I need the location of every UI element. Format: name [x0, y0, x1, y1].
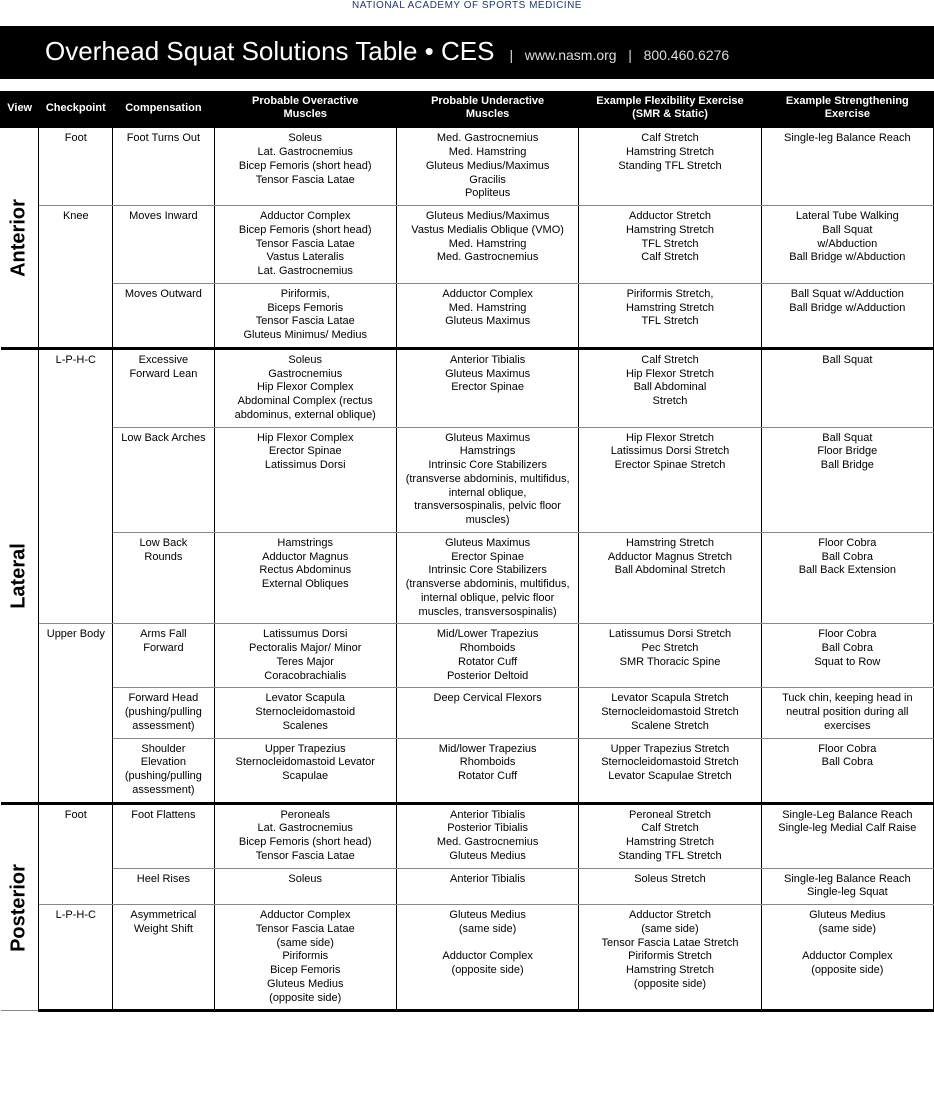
view-cell: Anterior — [1, 127, 39, 349]
flexibility-cell: Adductor Stretch(same side)Tensor Fascia… — [579, 905, 761, 1011]
compensation-cell: Shoulder Elevation(pushing/pulling asses… — [113, 738, 214, 803]
overactive-cell: Levator ScapulaSternocleidomastoidScalen… — [214, 688, 396, 738]
flexibility-cell: Upper Trapezius StretchSternocleidomasto… — [579, 738, 761, 803]
compensation-cell: Moves Inward — [113, 206, 214, 284]
strength-cell: Floor CobraBall CobraBall Back Extension — [761, 532, 933, 624]
column-header: Checkpoint — [39, 91, 113, 127]
header-phone: 800.460.6276 — [644, 47, 730, 63]
flexibility-cell: Piriformis Stretch,Hamstring StretchTFL … — [579, 283, 761, 348]
overactive-cell: Hip Flexor ComplexErector SpinaeLatissim… — [214, 427, 396, 532]
flexibility-cell: Levator Scapula StretchSternocleidomasto… — [579, 688, 761, 738]
overactive-cell: SoleusLat. GastrocnemiusBicep Femoris (s… — [214, 127, 396, 206]
flexibility-cell: Calf StretchHamstring StretchStanding TF… — [579, 127, 761, 206]
overactive-cell: Adductor ComplexTensor Fascia Latae(same… — [214, 905, 396, 1011]
compensation-cell: Low Back Arches — [113, 427, 214, 532]
overactive-cell: Upper TrapeziusSternocleidomastoid Levat… — [214, 738, 396, 803]
column-header: View — [1, 91, 39, 127]
underactive-cell: Gluteus MaximusHamstringsIntrinsic Core … — [396, 427, 578, 532]
checkpoint-cell: L-P-H-C — [39, 348, 113, 624]
flexibility-cell: Calf StretchHip Flexor StretchBall Abdom… — [579, 348, 761, 427]
flexibility-cell: Hamstring StretchAdductor Magnus Stretch… — [579, 532, 761, 624]
column-header: Compensation — [113, 91, 214, 127]
compensation-cell: Arms Fall Forward — [113, 624, 214, 688]
header-bar: Overhead Squat Solutions Table • CES | w… — [0, 26, 934, 79]
underactive-cell: Mid/lower TrapeziusRhomboidsRotator Cuff — [396, 738, 578, 803]
view-label: Anterior — [7, 199, 32, 277]
underactive-cell: Gluteus MaximusErector SpinaeIntrinsic C… — [396, 532, 578, 624]
header-url: www.nasm.org — [525, 47, 617, 63]
tagline: NATIONAL ACADEMY OF SPORTS MEDICINE — [0, 0, 934, 26]
overactive-cell: Adductor ComplexBicep Femoris (short hea… — [214, 206, 396, 284]
compensation-cell: Heel Rises — [113, 868, 214, 905]
strength-cell: Tuck chin, keeping head in neutral posit… — [761, 688, 933, 738]
separator: | — [509, 47, 513, 63]
strength-cell: Ball Squat — [761, 348, 933, 427]
strength-cell: Floor CobraBall Cobra — [761, 738, 933, 803]
flexibility-cell: Peroneal StretchCalf StretchHamstring St… — [579, 803, 761, 868]
view-cell: Lateral — [1, 348, 39, 803]
table-header: ViewCheckpointCompensationProbable Overa… — [1, 91, 934, 127]
compensation-cell: ExcessiveForward Lean — [113, 348, 214, 427]
column-header: Example Flexibility Exercise(SMR & Stati… — [579, 91, 761, 127]
view-label: Lateral — [7, 543, 32, 609]
strength-cell: Ball Squat w/AdductionBall Bridge w/Addu… — [761, 283, 933, 348]
underactive-cell: Gluteus Medius(same side) Adductor Compl… — [396, 905, 578, 1011]
underactive-cell: Anterior TibialisPosterior TibialisMed. … — [396, 803, 578, 868]
overactive-cell: Soleus — [214, 868, 396, 905]
view-cell: Posterior — [1, 803, 39, 1011]
checkpoint-cell: Foot — [39, 803, 113, 905]
overactive-cell: SoleusGastrocnemiusHip Flexor ComplexAbd… — [214, 348, 396, 427]
checkpoint-cell: Knee — [39, 206, 113, 349]
table-body: AnteriorFootFoot Turns OutSoleusLat. Gas… — [1, 127, 934, 1011]
strength-cell: Ball SquatFloor BridgeBall Bridge — [761, 427, 933, 532]
underactive-cell: Deep Cervical Flexors — [396, 688, 578, 738]
view-label: Posterior — [7, 864, 32, 952]
strength-cell: Gluteus Medius(same side) Adductor Compl… — [761, 905, 933, 1011]
solutions-table: ViewCheckpointCompensationProbable Overa… — [0, 91, 934, 1012]
column-header: Probable UnderactiveMuscles — [396, 91, 578, 127]
separator: | — [628, 47, 632, 63]
underactive-cell: Gluteus Medius/MaximusVastus Medialis Ob… — [396, 206, 578, 284]
solutions-table-wrap: ViewCheckpointCompensationProbable Overa… — [0, 91, 934, 1012]
compensation-cell: Forward Head(pushing/pulling assessment) — [113, 688, 214, 738]
strength-cell: Single-leg Balance Reach — [761, 127, 933, 206]
strength-cell: Lateral Tube WalkingBall Squatw/Abductio… — [761, 206, 933, 284]
page-title: Overhead Squat Solutions Table • CES — [45, 36, 494, 67]
underactive-cell: Med. GastrocnemiusMed. HamstringGluteus … — [396, 127, 578, 206]
underactive-cell: Mid/Lower TrapeziusRhomboidsRotator Cuff… — [396, 624, 578, 688]
underactive-cell: Anterior TibialisGluteus MaximusErector … — [396, 348, 578, 427]
overactive-cell: Piriformis,Biceps FemorisTensor Fascia L… — [214, 283, 396, 348]
checkpoint-cell: Upper Body — [39, 624, 113, 803]
checkpoint-cell: L-P-H-C — [39, 905, 113, 1011]
compensation-cell: Foot Flattens — [113, 803, 214, 868]
overactive-cell: HamstringsAdductor MagnusRectus Abdominu… — [214, 532, 396, 624]
column-header: Example StrengtheningExercise — [761, 91, 933, 127]
compensation-cell: Moves Outward — [113, 283, 214, 348]
flexibility-cell: Adductor StretchHamstring StretchTFL Str… — [579, 206, 761, 284]
overactive-cell: PeronealsLat. GastrocnemiusBicep Femoris… — [214, 803, 396, 868]
overactive-cell: Latissumus DorsiPectoralis Major/ MinorT… — [214, 624, 396, 688]
underactive-cell: Adductor ComplexMed. HamstringGluteus Ma… — [396, 283, 578, 348]
flexibility-cell: Hip Flexor StretchLatissimus Dorsi Stret… — [579, 427, 761, 532]
compensation-cell: Foot Turns Out — [113, 127, 214, 206]
strength-cell: Single-Leg Balance ReachSingle-leg Media… — [761, 803, 933, 868]
flexibility-cell: Latissumus Dorsi StretchPec StretchSMR T… — [579, 624, 761, 688]
underactive-cell: Anterior Tibialis — [396, 868, 578, 905]
compensation-cell: AsymmetricalWeight Shift — [113, 905, 214, 1011]
strength-cell: Floor CobraBall CobraSquat to Row — [761, 624, 933, 688]
flexibility-cell: Soleus Stretch — [579, 868, 761, 905]
checkpoint-cell: Foot — [39, 127, 113, 206]
compensation-cell: Low Back Rounds — [113, 532, 214, 624]
header-meta: | www.nasm.org | 800.460.6276 — [509, 47, 729, 63]
column-header: Probable OveractiveMuscles — [214, 91, 396, 127]
strength-cell: Single-leg Balance ReachSingle-leg Squat — [761, 868, 933, 905]
